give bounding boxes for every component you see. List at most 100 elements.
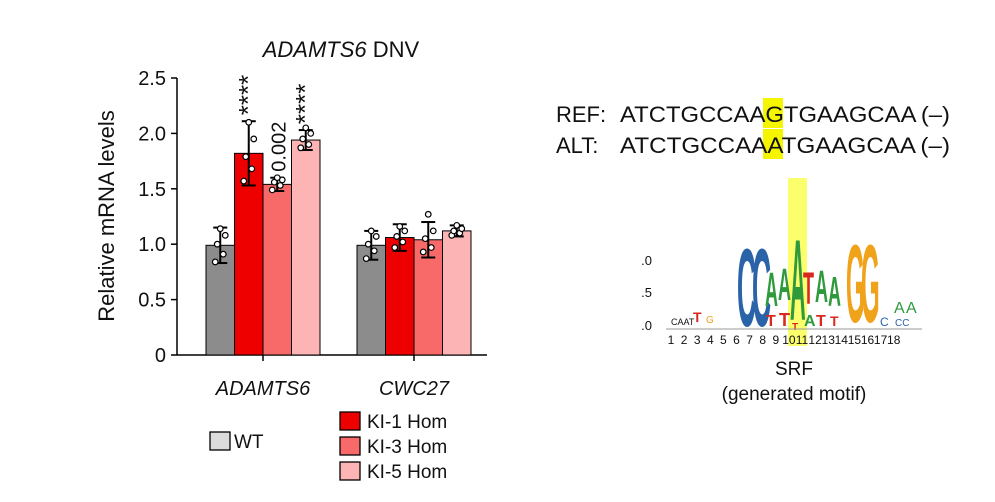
logo-position-label: 13	[822, 333, 836, 347]
data-point	[273, 174, 281, 182]
x-ticks: ADAMTS6 CWC27	[215, 355, 450, 400]
data-point	[427, 244, 435, 251]
logo-letter-G: G	[861, 223, 880, 346]
y-tick-label: 0	[155, 345, 166, 367]
bar	[356, 244, 386, 356]
alt-label: ALT:	[556, 133, 598, 158]
logo-letter-T: T	[803, 265, 814, 315]
data-point	[270, 178, 278, 186]
data-point	[362, 255, 370, 263]
logo-letter-T: T	[816, 313, 826, 330]
logo-letter-T: T	[830, 313, 839, 329]
data-point	[297, 144, 305, 152]
legend-swatch-ki5	[339, 461, 361, 481]
data-point	[302, 124, 310, 132]
logo-position-label: 4	[707, 333, 714, 347]
logo-position-label: 8	[759, 333, 766, 347]
data-point	[458, 225, 466, 233]
data-point	[453, 221, 461, 229]
data-point	[450, 227, 458, 235]
data-point	[245, 118, 253, 126]
logo-position-label: 3	[694, 333, 701, 347]
logo-letter-C: C	[752, 227, 771, 351]
bar-chart: ADAMTS6 DNV Relative mRNA levels 0 0.5 1.0…	[94, 37, 487, 400]
bar	[385, 237, 415, 356]
logo-position-label: 1	[668, 333, 675, 347]
logo-name: SRF	[775, 359, 813, 380]
legend-swatch-wt	[209, 431, 231, 451]
logo-letter-G: G	[846, 223, 865, 346]
legend-swatch-ki3	[339, 436, 361, 456]
y-axis-label: Relative mRNA levels	[94, 110, 119, 322]
significance-labels: ****0.002****	[233, 75, 320, 172]
logo-letter: C	[880, 315, 889, 329]
data-point	[364, 240, 372, 248]
logo-letter-A: A	[894, 300, 905, 317]
bar	[291, 139, 321, 356]
variant-highlight-alt	[763, 129, 783, 159]
significance-label: ****	[290, 84, 320, 124]
y-tick-label: 0.5	[138, 290, 166, 312]
ref-seq-variant: G	[765, 102, 784, 127]
legend-item-ki1: KI-1 Hom	[339, 411, 447, 433]
y-ticks: 0 0.5 1.0 1.5 2.0 2.5	[138, 68, 177, 367]
y-tick-label: 1.0	[138, 234, 166, 256]
logo-letter-A: A	[815, 263, 828, 313]
logo-position-label: 14	[835, 333, 849, 347]
data-point	[393, 233, 401, 240]
y-tick-label: 2.5	[138, 68, 166, 90]
chart-title-suffix: DNV	[367, 37, 420, 62]
alt-seq-after: TGAAGCAA	[782, 133, 917, 158]
logo-y-ticks: .0 .5 .0	[641, 253, 652, 333]
sequence-comparison: REF: ATCTGCCAA GTGAAGCAA (–) ALT: ATCTGCCA…	[556, 98, 950, 159]
data-point	[401, 227, 409, 235]
legend-label-wt: WT	[234, 432, 264, 453]
ref-seq-after: TGAAGCAA	[784, 102, 917, 127]
logo-subtitle: (generated motif)	[722, 384, 867, 405]
data-point	[299, 135, 307, 143]
alt-seq-before: ATCTGCCAA	[620, 133, 768, 158]
data-point	[399, 238, 407, 246]
data-point	[307, 129, 315, 137]
logo-letter: CAAT	[671, 317, 695, 327]
logo-letter-T: T	[779, 310, 790, 330]
data-point	[419, 248, 427, 256]
y-tick-label: 2.0	[138, 123, 166, 145]
logo-position-label: 18	[887, 333, 901, 347]
logo-position-label: 15	[848, 333, 862, 347]
legend: WT KI-1 Hom KI-3 Hom KI-5 Hom	[209, 411, 447, 483]
alt-sequence: ATCTGCCAA ATGAAGCAA (–)	[620, 133, 950, 158]
data-point	[240, 177, 248, 185]
variant-highlight-ref	[763, 98, 783, 128]
legend-label-ki1: KI-1 Hom	[367, 412, 447, 433]
logo-position-label: 6	[733, 333, 740, 347]
logo-letter-A: A	[790, 216, 806, 345]
logo-position-label: 16	[861, 333, 875, 347]
logo-letter-T: T	[792, 322, 798, 333]
data-point	[429, 227, 437, 235]
data-point	[276, 182, 284, 189]
data-point	[421, 235, 429, 243]
logo-position-label: 9	[772, 333, 779, 347]
legend-swatch-ki1	[339, 411, 361, 431]
bar	[262, 183, 292, 356]
data-point	[372, 233, 380, 240]
data-point	[248, 165, 256, 173]
logo-position-label: 7	[746, 333, 753, 347]
data-point	[211, 258, 219, 266]
logo-y-tick-label: .0	[641, 253, 652, 268]
logo-letter-A: A	[778, 261, 791, 311]
logo-letter-A: A	[804, 313, 816, 330]
logo-letter: T	[693, 309, 702, 325]
srf-sequence-logo: .0 .5 .0 CAAT T G C C A T A T A T T A A T …	[641, 178, 922, 405]
logo-position-label: 17	[874, 333, 888, 347]
logo-position-label: 10	[782, 333, 796, 347]
logo-y-tick-label: .5	[641, 285, 652, 300]
legend-item-wt: WT	[209, 431, 264, 453]
data-point	[213, 240, 221, 248]
significance-label: 0.002	[268, 122, 290, 172]
logo-letter-A: A	[765, 262, 778, 316]
ref-sequence: ATCTGCCAA GTGAAGCAA (–)	[620, 102, 950, 127]
ref-seq-before: ATCTGCCAA	[620, 102, 766, 127]
